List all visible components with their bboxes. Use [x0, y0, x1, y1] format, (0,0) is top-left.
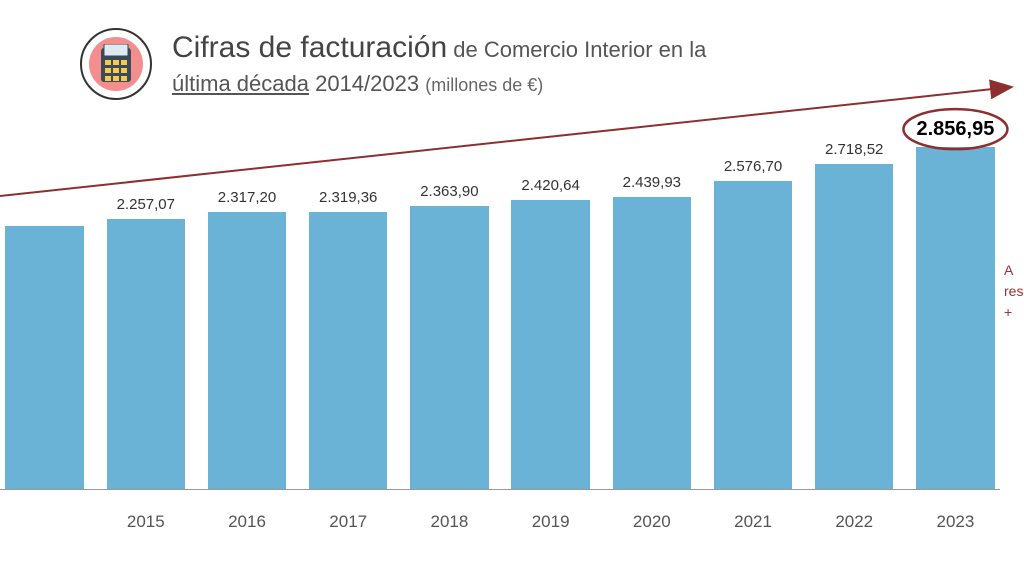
chart-area: 2.257,072.317,202.319,362.363,902.420,64…	[0, 130, 1000, 550]
side-line-3: +	[1004, 302, 1024, 323]
bar	[714, 181, 792, 490]
bar-slot: 2.576,70	[708, 130, 797, 490]
chart-header: Cifras de facturación de Comercio Interi…	[80, 28, 706, 100]
bar	[916, 147, 994, 490]
x-axis-label: 2021	[708, 512, 797, 532]
x-axis-line	[0, 489, 1000, 490]
x-axis-label	[0, 512, 89, 532]
bar-slot: 2.718,52	[810, 130, 899, 490]
bar-value-label: 2.576,70	[691, 158, 816, 175]
bar-slot: 2.439,93	[607, 130, 696, 490]
bar-value-label: 2.439,93	[589, 174, 714, 191]
calculator-icon	[99, 44, 133, 84]
bar	[309, 212, 387, 490]
x-axis-label: 2015	[101, 512, 190, 532]
title-rest-2: 2014/2023	[309, 71, 425, 96]
bar-slot: 2.319,36	[304, 130, 393, 490]
bar	[208, 212, 286, 490]
side-line-2: res	[1004, 281, 1024, 302]
title-rest-1: de Comercio Interior en la	[447, 37, 706, 62]
title-underlined: última década	[172, 71, 309, 96]
bar-slot: 2.420,64	[506, 130, 595, 490]
header-icon-bg	[89, 37, 143, 91]
bar	[410, 206, 488, 490]
x-axis-label: 2018	[405, 512, 494, 532]
x-axis-label: 2023	[911, 512, 1000, 532]
bar-value-label: 2.718,52	[792, 141, 917, 158]
x-axis-labels: 2015 2016 2017 2018 2019 2020 2021 2022 2023	[0, 512, 1000, 532]
bar-slot	[0, 130, 89, 490]
x-axis-label: 2017	[304, 512, 393, 532]
bar	[107, 219, 185, 490]
x-axis-label: 2016	[202, 512, 291, 532]
x-axis-label: 2020	[607, 512, 696, 532]
bar-value-label: 2.856,95	[893, 118, 1018, 141]
title-strong: Cifras de facturación	[172, 31, 447, 64]
x-axis-label: 2022	[810, 512, 899, 532]
bar-slot: 2.317,20	[202, 130, 291, 490]
bar-slot: 2.257,07	[101, 130, 190, 490]
bar	[815, 164, 893, 490]
bar	[5, 226, 83, 490]
bars-container: 2.257,072.317,202.319,362.363,902.420,64…	[0, 130, 1000, 490]
bar-slot: 2.363,90	[405, 130, 494, 490]
chart-title: Cifras de facturación de Comercio Interi…	[172, 28, 706, 98]
bar-slot: 2.856,95	[911, 130, 1000, 490]
side-cutoff-text: A res +	[1004, 260, 1024, 323]
bar	[511, 200, 589, 490]
title-units: (millones de €)	[425, 75, 543, 95]
x-axis-label: 2019	[506, 512, 595, 532]
header-icon-ring	[80, 28, 152, 100]
side-line-1: A	[1004, 260, 1024, 281]
bar	[613, 197, 691, 490]
